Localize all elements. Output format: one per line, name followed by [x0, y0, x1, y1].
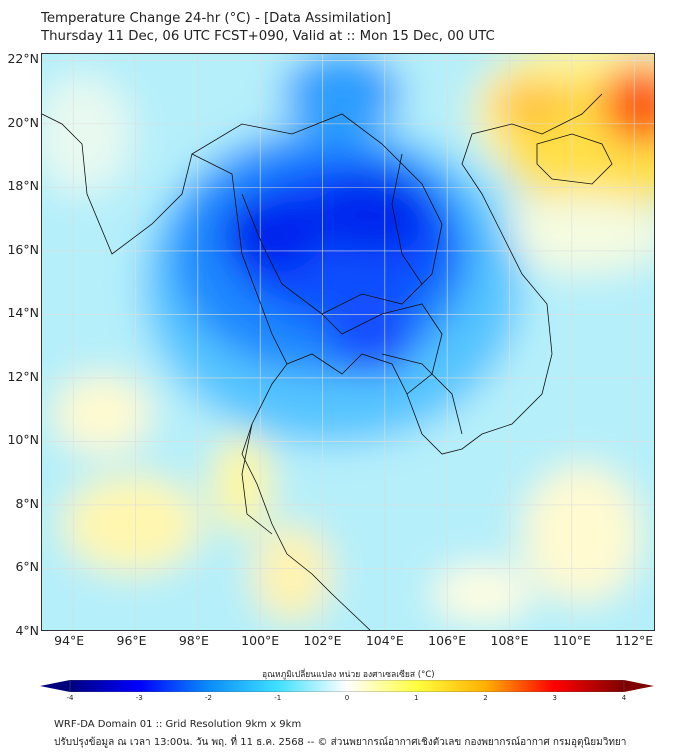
colorbar-max-arrow: [624, 680, 654, 692]
colorbar-tick-label: -1: [274, 694, 282, 702]
colorbar-tick-label: -4: [66, 694, 74, 702]
lon-tick-label: 106°E: [428, 633, 467, 648]
lon-tick-label: 108°E: [490, 633, 529, 648]
lon-tick-label: 112°E: [615, 633, 654, 648]
field-layer: [42, 54, 654, 630]
temperature-change-map: [41, 53, 655, 631]
graticule: [42, 54, 654, 630]
colorbar-tick-label: 2: [483, 694, 488, 702]
lon-tick-label: 102°E: [303, 633, 342, 648]
colorbar-min-arrow: [40, 680, 70, 692]
colorbar-tick-label: -3: [135, 694, 143, 702]
colorbar-label: อุณหภูมิเปลี่ยนแปลง หน่วย องศาเซลเซียส (…: [262, 670, 435, 680]
colorbar-tick-label: -2: [205, 694, 212, 702]
lat-tick-label: 12°N: [7, 368, 39, 384]
lat-tick-label: 14°N: [7, 305, 39, 321]
lat-tick-label: 18°N: [7, 178, 39, 194]
lon-tick-label: 96°E: [116, 633, 147, 648]
footer-credit: ปรับปรุงข้อมูล ณ เวลา 13:00น. วัน พฤ. ที…: [54, 737, 627, 748]
lat-tick-label: 6°N: [15, 559, 39, 575]
map-subtitle: Thursday 11 Dec, 06 UTC FCST+090, Valid …: [41, 29, 495, 44]
colorbar-tick-label: 1: [414, 694, 419, 702]
lat-tick-label: 20°N: [7, 114, 39, 130]
colorbar-tick-label: 3: [552, 694, 557, 702]
footer-model-info: WRF-DA Domain 01 :: Grid Resolution 9km …: [54, 719, 302, 730]
lat-tick-label: 10°N: [7, 432, 39, 448]
lon-tick-label: 104°E: [365, 633, 404, 648]
lat-tick-label: 8°N: [15, 495, 39, 511]
colorbar: [40, 680, 654, 692]
lon-tick-label: 110°E: [552, 633, 591, 648]
colorbar-tick-label: 4: [621, 694, 627, 702]
lat-tick-label: 22°N: [7, 51, 39, 67]
lon-tick-label: 98°E: [178, 633, 209, 648]
lat-tick-label: 16°N: [7, 241, 39, 257]
colorbar-tick-label: 0: [344, 694, 350, 702]
lon-tick-label: 94°E: [54, 633, 85, 648]
lat-tick-label: 4°N: [15, 623, 39, 638]
lon-tick-label: 100°E: [241, 633, 280, 648]
coastlines-and-borders: [42, 93, 613, 630]
map-title: Temperature Change 24-hr (°C) - [Data As…: [41, 11, 391, 26]
